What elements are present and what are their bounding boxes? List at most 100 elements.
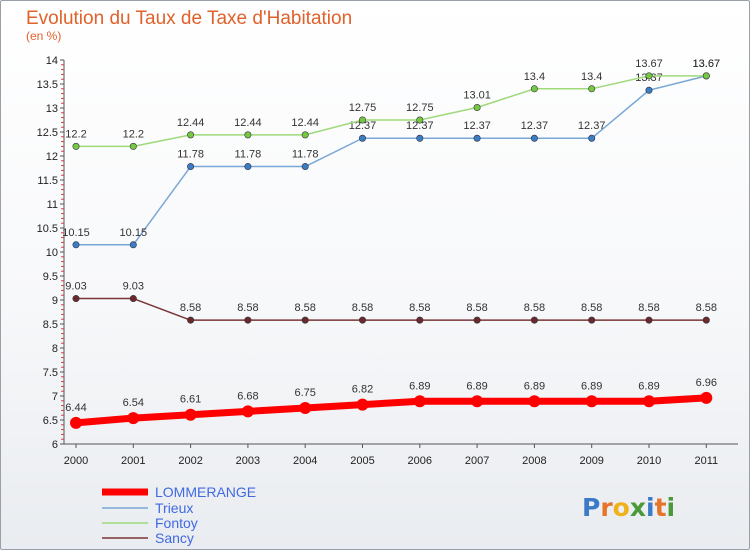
data-point [72,142,80,150]
data-label: 8.58 [352,302,373,314]
data-point [416,316,424,324]
logo-letter: t [655,493,667,522]
data-label: 13.4 [524,71,545,83]
data-label: 6.96 [696,377,717,389]
data-label: 13.67 [693,58,721,70]
data-point [72,241,80,249]
data-point [358,116,366,124]
y-tick-label: 9.5 [43,271,58,283]
data-label: 12.37 [463,120,491,132]
x-tick-label: 2005 [350,455,374,467]
data-point [471,395,484,408]
data-label: 13.01 [463,90,491,102]
data-label: 6.89 [409,380,430,392]
data-point [187,316,195,324]
data-point [473,134,481,142]
data-label: 13.67 [635,58,663,70]
legend-label-lommerange: LOMMERANGE [155,484,256,500]
data-label: 12.2 [65,128,86,140]
data-label: 9.03 [123,281,144,293]
data-point [184,408,197,421]
series-line-lommerange [72,394,710,427]
data-point [528,395,541,408]
data-point [473,316,481,324]
data-point [585,395,598,408]
y-tick-label: 9 [52,295,58,307]
logo-letter: x [630,493,646,522]
data-point [129,142,137,150]
x-tick-label: 2007 [465,455,489,467]
x-tick-label: 2000 [64,455,88,467]
x-tick-label: 2001 [121,455,145,467]
y-tick-label: 7.5 [43,367,58,379]
data-point [244,163,252,171]
data-label: 6.82 [352,384,373,396]
x-tick-label: 2004 [293,455,317,467]
data-point [645,72,653,80]
data-point [356,398,369,411]
data-point [702,316,710,324]
data-label: 13.4 [581,71,602,83]
data-label: 13.67 [693,58,721,70]
data-label: 8.58 [524,302,545,314]
logo-letter: i [646,493,655,522]
x-tick-label: 2011 [694,455,718,467]
data-point [530,316,538,324]
data-label: 6.44 [65,402,86,414]
y-tick-label: 13 [46,103,58,115]
y-tick-label: 8 [52,343,58,355]
y-tick-label: 12.5 [37,127,58,139]
data-point [187,163,195,171]
chart-title: Evolution du Taux de Taxe d'Habitation [26,8,352,29]
data-point [358,134,366,142]
logo-letter: i [667,493,676,522]
data-label: 6.89 [466,380,487,392]
data-label: 6.89 [581,380,602,392]
data-point [588,134,596,142]
data-label: 12.44 [291,117,319,129]
data-point [70,416,82,429]
data-point [301,163,309,171]
data-label: 6.68 [237,390,258,402]
data-point [127,412,140,425]
x-tick-label: 2009 [579,455,603,467]
data-label: 12.37 [406,120,434,132]
data-point [301,131,309,139]
data-label: 12.44 [234,117,262,129]
data-point [645,316,653,324]
data-label: 12.44 [177,117,205,129]
data-label: 6.75 [294,387,315,399]
x-tick-label: 2006 [408,455,432,467]
data-label: 8.58 [466,302,487,314]
data-label: 12.75 [406,102,434,114]
data-label: 11.78 [292,149,319,161]
data-point [530,134,538,142]
data-point [473,104,481,112]
data-point [129,241,137,249]
data-label: 8.58 [294,302,315,314]
y-tick-label: 7 [52,391,58,403]
proxiti-logo: Proxiti [582,493,675,522]
data-point [702,72,710,80]
y-tick-label: 10 [46,247,58,259]
data-point [72,295,80,303]
logo-letter: r [600,493,613,522]
y-tick-label: 6 [52,439,58,451]
data-point [416,116,424,124]
data-label: 12.37 [578,120,606,132]
data-label: 6.61 [180,394,201,406]
data-point [358,316,366,324]
data-label: 8.58 [696,302,717,314]
data-label: 8.58 [237,302,258,314]
data-point [700,391,713,404]
data-label: 10.15 [120,227,148,239]
data-point [299,402,312,414]
y-tick-label: 10.5 [37,223,58,235]
y-tick-label: 12 [46,151,58,163]
x-tick-label: 2008 [522,455,546,467]
data-label: 8.58 [581,302,602,314]
data-point [530,85,538,93]
chart-subtitle: (en %) [26,29,61,43]
data-point [645,86,653,94]
